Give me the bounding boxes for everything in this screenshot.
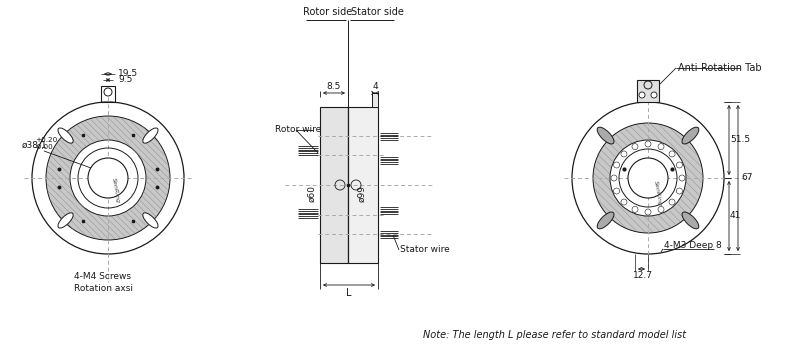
Text: ø38.1: ø38.1: [22, 141, 48, 150]
Bar: [372, 93, 378, 107]
Text: Rotor side: Rotor side: [303, 7, 353, 17]
Circle shape: [614, 188, 619, 194]
Text: Rotor wire: Rotor wire: [275, 126, 322, 134]
Text: SenRing: SenRing: [653, 180, 663, 206]
Circle shape: [614, 162, 619, 168]
Ellipse shape: [143, 213, 158, 228]
Ellipse shape: [682, 127, 699, 144]
Wedge shape: [593, 123, 703, 233]
Circle shape: [645, 141, 651, 147]
Circle shape: [669, 199, 675, 205]
Text: 19.5: 19.5: [118, 69, 138, 78]
Wedge shape: [46, 116, 170, 240]
Circle shape: [639, 92, 645, 98]
Text: Stator side: Stator side: [351, 7, 403, 17]
Text: 4: 4: [372, 82, 378, 91]
Bar: [348, 107, 378, 263]
Circle shape: [621, 199, 627, 205]
Circle shape: [628, 158, 668, 198]
Bar: [637, 80, 659, 102]
Text: Note: The length L please refer to standard model list: Note: The length L please refer to stand…: [423, 330, 687, 340]
Ellipse shape: [143, 128, 158, 143]
Circle shape: [658, 206, 664, 212]
Bar: [320, 107, 348, 263]
Text: 4-M3 Deep 8: 4-M3 Deep 8: [664, 241, 722, 251]
Text: +0.20
-0.00: +0.20 -0.00: [35, 137, 57, 150]
Text: Stator wire: Stator wire: [400, 245, 449, 254]
Ellipse shape: [597, 212, 614, 229]
Bar: [101, 86, 115, 102]
Circle shape: [679, 175, 685, 181]
Text: ø99: ø99: [357, 184, 367, 201]
Text: 12.7: 12.7: [633, 271, 653, 280]
Ellipse shape: [597, 127, 614, 144]
Text: 8.5: 8.5: [327, 82, 341, 91]
Circle shape: [632, 144, 638, 150]
Text: ø60: ø60: [307, 184, 316, 201]
Text: 51.5: 51.5: [730, 136, 750, 145]
Circle shape: [621, 151, 627, 157]
Circle shape: [632, 206, 638, 212]
Circle shape: [669, 151, 675, 157]
Circle shape: [676, 188, 682, 194]
Text: Anti-Rotation Tab: Anti-Rotation Tab: [678, 63, 761, 73]
Circle shape: [645, 209, 651, 215]
Text: SenRing: SenRing: [111, 177, 121, 203]
Circle shape: [651, 92, 657, 98]
Text: 41: 41: [730, 212, 742, 220]
Text: 9.5: 9.5: [118, 75, 133, 84]
Text: 4-M4 Screws
Rotation axsi: 4-M4 Screws Rotation axsi: [74, 272, 133, 293]
Ellipse shape: [58, 213, 73, 228]
Text: 67: 67: [741, 174, 753, 182]
Ellipse shape: [58, 128, 73, 143]
Circle shape: [676, 162, 682, 168]
Text: L: L: [346, 288, 352, 298]
Ellipse shape: [682, 212, 699, 229]
Circle shape: [88, 158, 128, 198]
Circle shape: [611, 175, 617, 181]
Circle shape: [658, 144, 664, 150]
